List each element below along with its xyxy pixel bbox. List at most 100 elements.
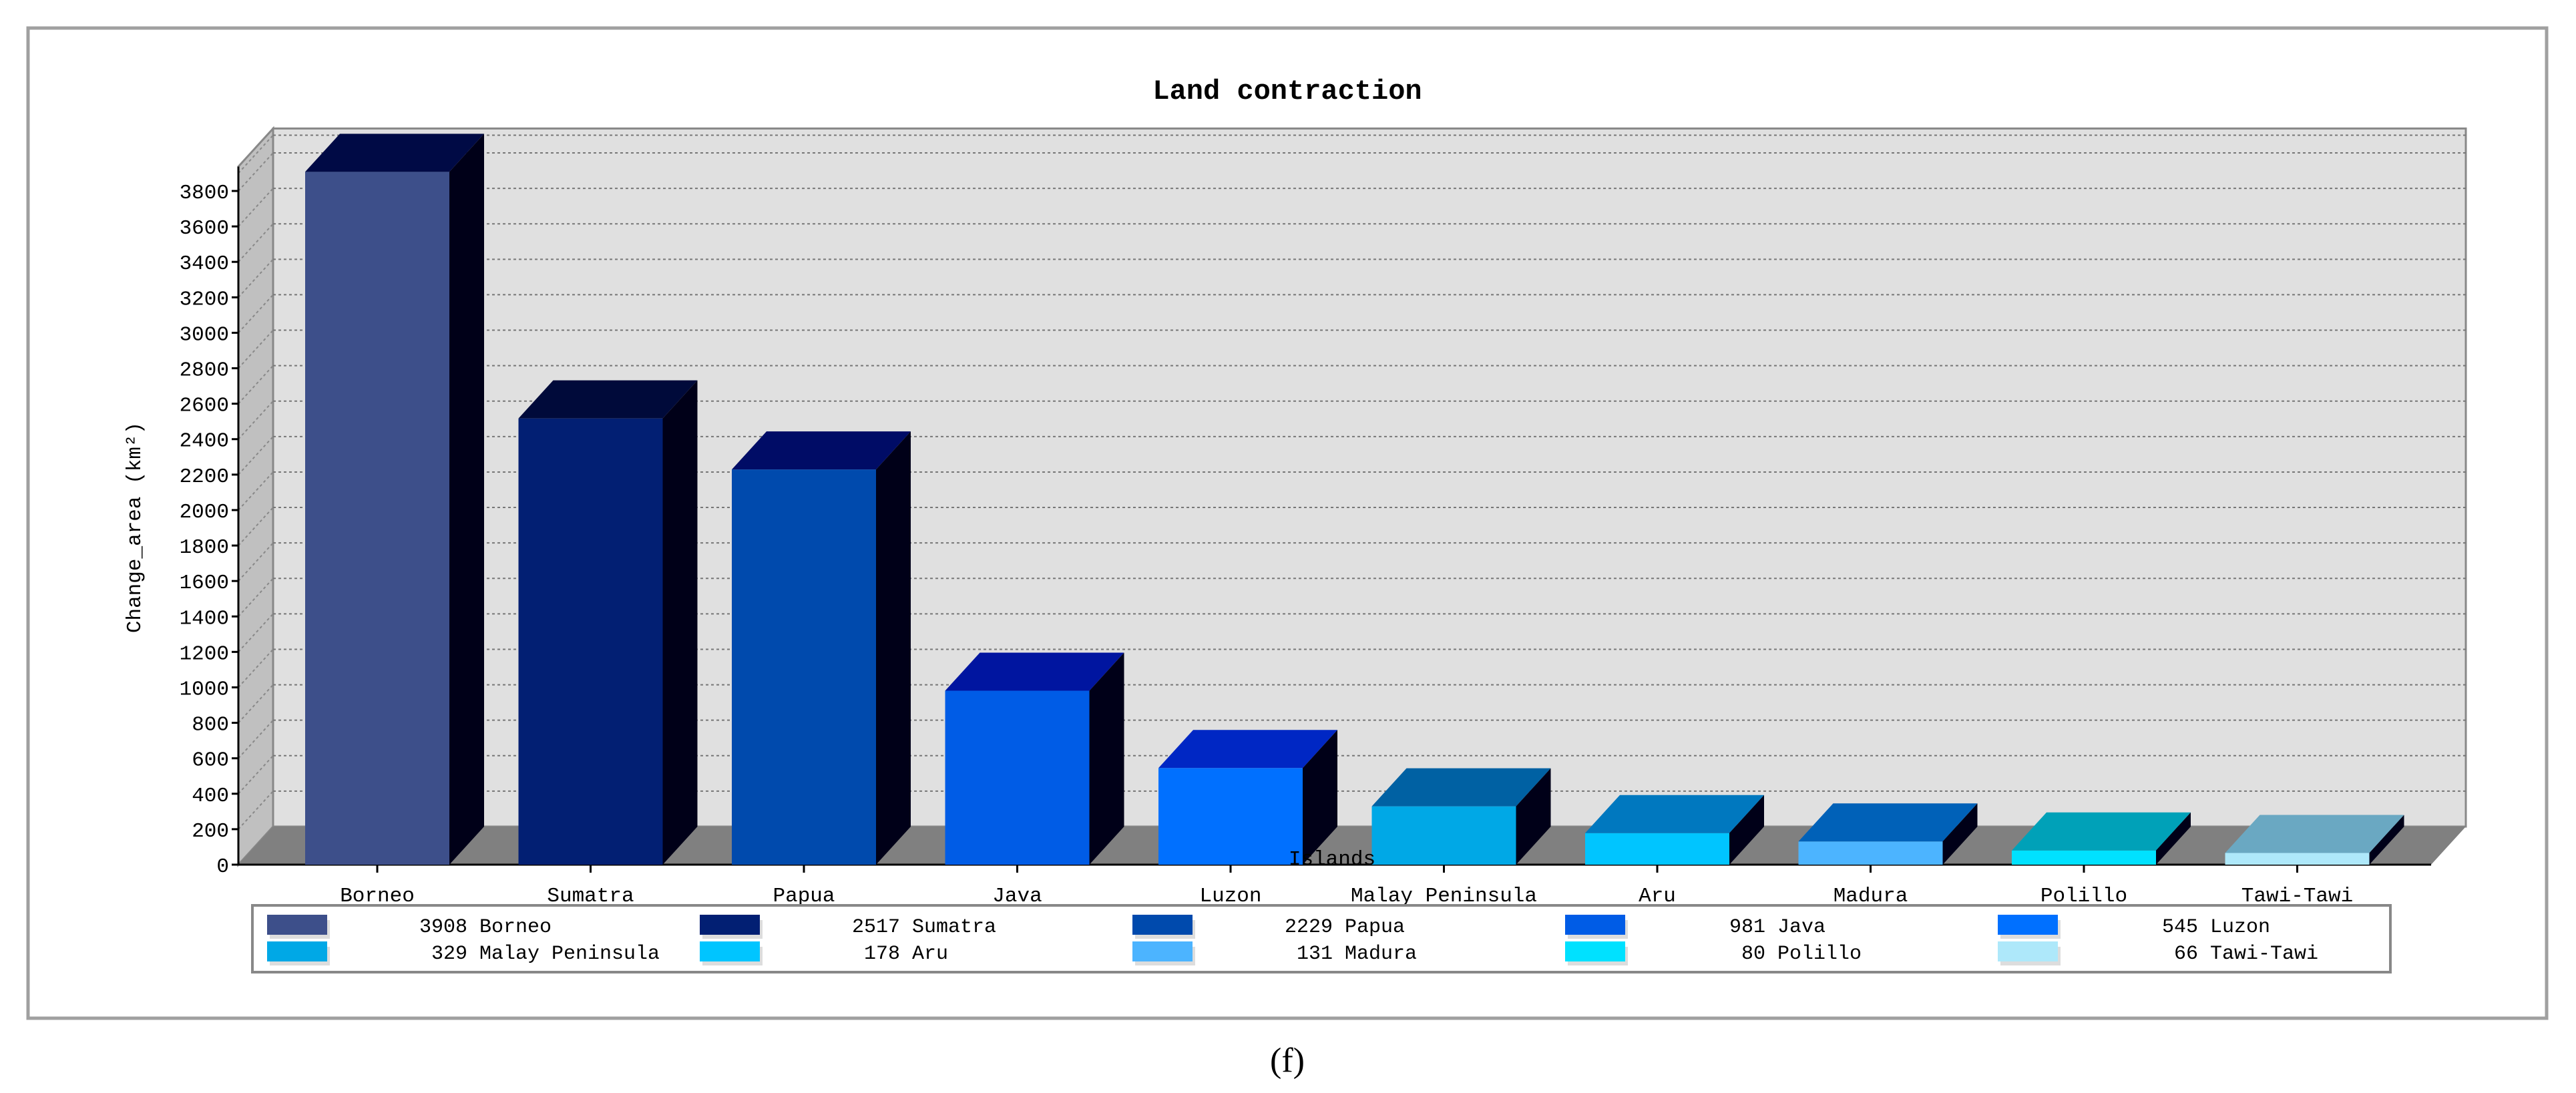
gridline-side (238, 684, 274, 724)
legend-label: Papua (1345, 916, 1405, 939)
y-tick-label: 3600 (180, 217, 229, 240)
legend-swatch (1132, 941, 1193, 961)
gridline-side (238, 223, 274, 262)
bar-papua (732, 469, 876, 865)
legend-value: 2517 (852, 916, 900, 939)
bar-aru (1585, 833, 1729, 865)
gridline-side (238, 542, 274, 582)
gridline-side (238, 134, 274, 174)
y-tick-label: 3400 (180, 252, 229, 276)
bar-tawi-tawi (2225, 853, 2370, 865)
gridline-side (238, 188, 274, 227)
gridline-side (238, 613, 274, 653)
legend-label: Borneo (479, 916, 552, 939)
bar-side (1303, 730, 1337, 865)
y-tick-label: 2800 (180, 359, 229, 383)
legend-label: Java (1777, 916, 1826, 939)
bar-top (305, 134, 484, 172)
gridline-side (238, 720, 274, 759)
y-tick-label: 400 (192, 785, 229, 808)
y-tick-label: 0 (216, 855, 229, 879)
bar-side (1729, 795, 1764, 865)
bar-java (945, 690, 1090, 865)
gridline-side (238, 294, 274, 334)
bar-polillo (2012, 850, 2156, 865)
bar-madura (1798, 841, 1943, 865)
y-tick-label: 3200 (180, 288, 229, 311)
legend-label: Sumatra (912, 916, 996, 939)
bar-top (518, 380, 698, 419)
legend-label: Malay Peninsula (479, 943, 660, 965)
y-tick-label: 3800 (180, 182, 229, 205)
legend-label: Aru (912, 943, 948, 965)
legend-value: 178 (864, 943, 900, 965)
bar-luzon (1158, 768, 1303, 865)
legend-swatch (1998, 941, 2058, 961)
y-tick-label: 3000 (180, 323, 229, 347)
y-tick-label: 2200 (180, 465, 229, 489)
y-tick-label: 1600 (180, 572, 229, 595)
y-tick-label: 600 (192, 749, 229, 773)
x-axis-label: Islands (1289, 848, 1375, 871)
bar-side (1516, 768, 1551, 865)
legend-value: 80 (1741, 943, 1765, 965)
bar-top (2012, 812, 2191, 851)
legend-value: 329 (431, 943, 467, 965)
legend-label: Polillo (1777, 943, 1862, 965)
y-axis-label: Change_area (km²) (124, 422, 147, 633)
bar-top (2225, 815, 2404, 853)
legend-label: Madura (1345, 943, 1417, 965)
bar-malay-peninsula (1371, 806, 1516, 865)
bar-top (1158, 730, 1337, 769)
bar-top (1371, 768, 1551, 807)
gridline-side (238, 791, 274, 830)
legend-swatch (267, 915, 327, 935)
gridline-side (238, 507, 274, 546)
legend-swatch (1998, 915, 2058, 935)
bar-side (2369, 815, 2404, 865)
y-tick-label: 800 (192, 714, 229, 737)
bar-borneo (305, 172, 449, 865)
bar-side (662, 380, 698, 865)
gridline-side (238, 329, 274, 369)
bar-side (449, 134, 484, 865)
bar-side (876, 431, 911, 865)
y-tick-label: 1000 (180, 678, 229, 701)
legend: 3908 Borneo 2517 Sumatra 2229 Papua 981 Java 545… (251, 904, 2392, 973)
bar-top (1585, 795, 1764, 833)
bar-side (1942, 803, 1978, 865)
bar-side (1089, 652, 1124, 865)
legend-value: 545 (2162, 916, 2198, 939)
legend-swatch (1132, 915, 1193, 935)
bar-top (1798, 803, 1978, 842)
gridline-side (238, 578, 274, 617)
gridline-side (238, 152, 274, 192)
gridline-side (238, 436, 274, 475)
legend-label: Tawi-Tawi (2210, 943, 2318, 965)
y-tick-label: 1800 (180, 536, 229, 560)
y-tick-label: 200 (192, 820, 229, 843)
bar-top (732, 431, 911, 470)
bar-sumatra (518, 418, 663, 865)
legend-value: 66 (2174, 943, 2198, 965)
legend-value: 3908 (419, 916, 467, 939)
legend-swatch (700, 915, 760, 935)
y-tick-label: 2600 (180, 395, 229, 418)
gridline-side (238, 471, 274, 511)
y-tick-label: 1400 (180, 607, 229, 630)
side-wall (237, 126, 274, 867)
gridline-side (238, 365, 274, 405)
y-tick-label: 2400 (180, 430, 229, 453)
figure-caption: (f) (1270, 1042, 1305, 1080)
legend-value: 981 (1729, 916, 1765, 939)
chart-title: Land contraction (1152, 75, 1422, 107)
legend-swatch (267, 941, 327, 961)
bar-top (945, 652, 1124, 691)
y-tick-label: 2000 (180, 501, 229, 524)
legend-label: Luzon (2210, 916, 2270, 939)
legend-value: 131 (1297, 943, 1333, 965)
bar-side (2156, 812, 2191, 865)
gridline-side (238, 401, 274, 440)
legend-value: 2229 (1285, 916, 1333, 939)
